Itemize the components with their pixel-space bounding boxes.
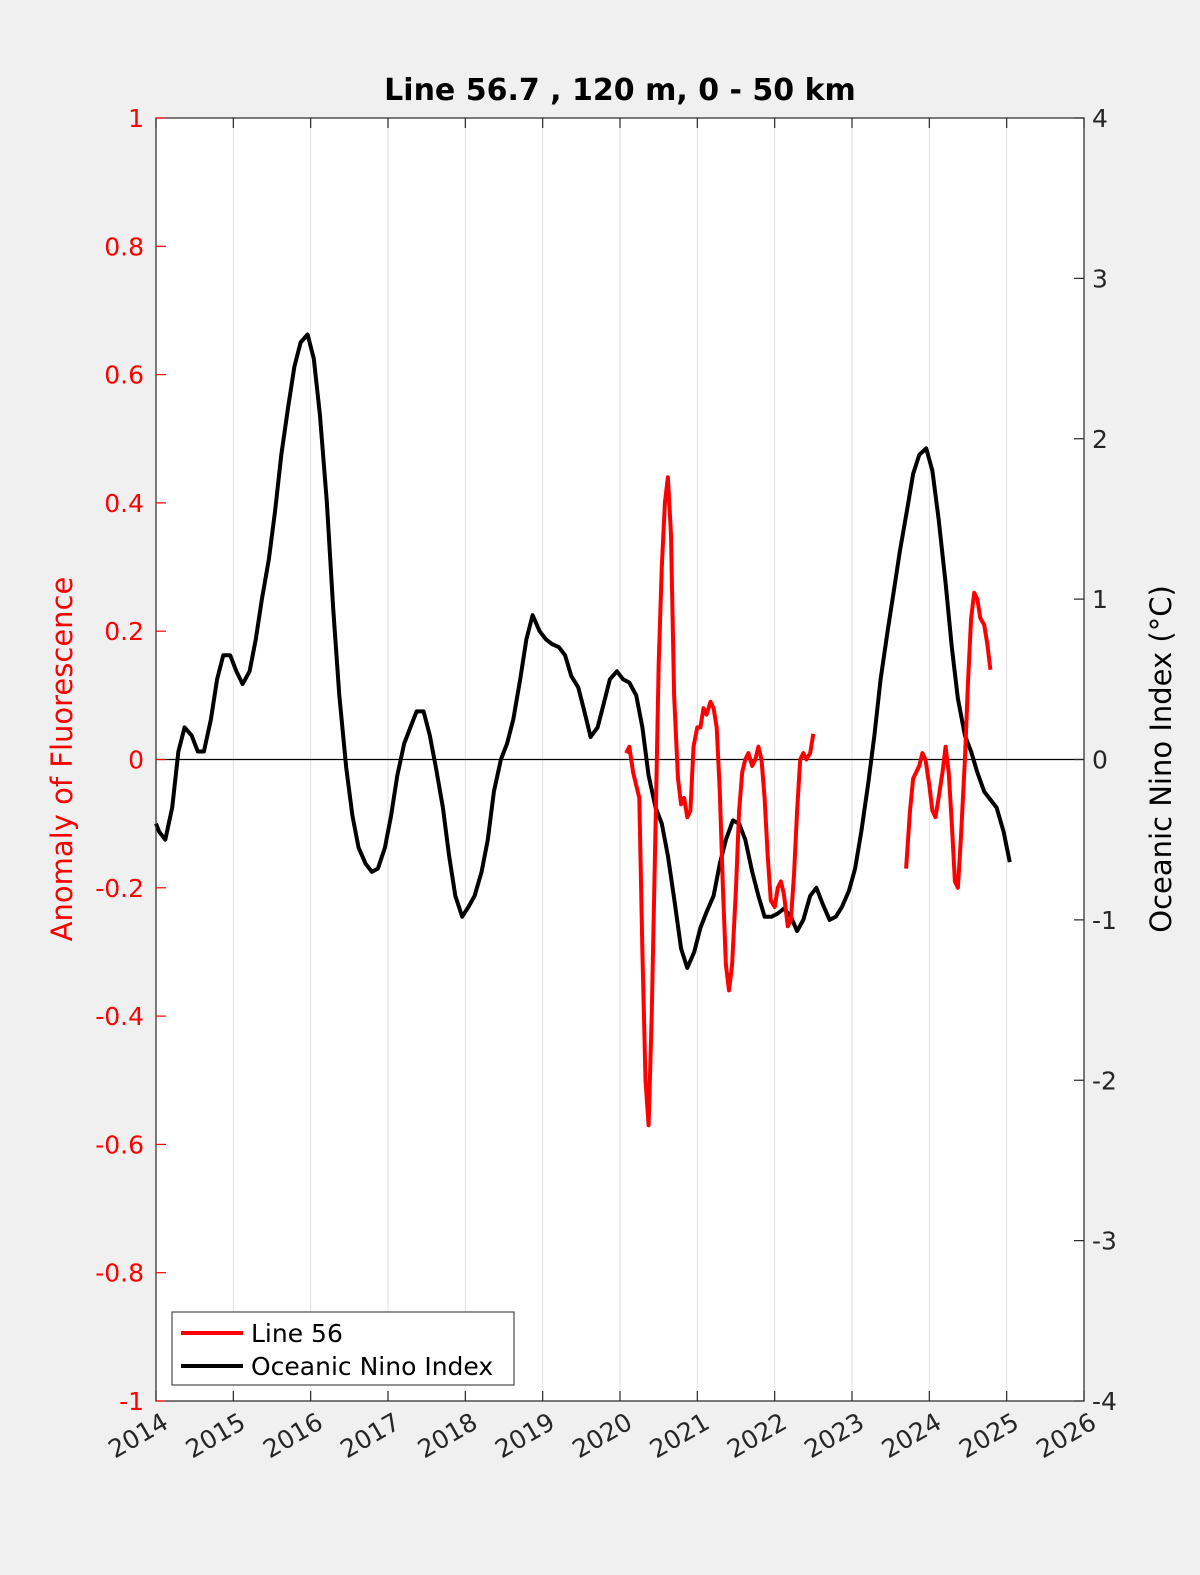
left-tick-label: 0.8 [104,232,144,261]
right-tick-label: 3 [1092,264,1108,293]
left-tick-label: -0.2 [95,874,144,903]
legend-oni-label: Oceanic Nino Index [251,1352,493,1381]
left-tick-label: -0.8 [95,1259,144,1288]
left-tick-label: -0.4 [95,1002,144,1031]
right-tick-label: 4 [1092,104,1108,133]
legend-box [171,1311,515,1386]
right-tick-label: -2 [1092,1066,1117,1095]
right-tick-label: -1 [1092,906,1117,935]
right-tick-label: 2 [1092,425,1108,454]
left-axis-label: Anomaly of Fluorescence [45,577,79,942]
left-tick-label: 1 [128,104,144,133]
left-tick-label: 0.6 [104,361,144,390]
left-tick-label: 0 [128,746,144,775]
axis-ticks [155,117,1085,1402]
legend-line56-label: Line 56 [251,1319,343,1348]
chart-title: Line 56.7 , 120 m, 0 - 50 km [384,73,856,108]
line56-series-segment-1 [904,590,993,890]
right-axis-label: Oceanic Nino Index (°C) [1144,585,1178,933]
right-tick-label: 0 [1092,746,1108,775]
legend: Line 56 Oceanic Nino Index [171,1311,515,1386]
left-tick-label: -0.6 [95,1130,144,1159]
left-tick-label: -1 [119,1387,144,1416]
right-tick-label: -3 [1092,1227,1117,1256]
series-lines [154,332,1012,1128]
left-tick-label: 0.2 [104,617,144,646]
oni-series-segment-0 [154,332,1012,970]
right-tick-label: -4 [1092,1387,1117,1416]
left-tick-labels: 1 0.8 0.6 0.4 0.2 0 -0.2 -0.4 -0.6 -0.8 -1 [95,104,144,1416]
line56-series-segment-0 [624,475,816,1128]
right-tick-label: 1 [1092,585,1108,614]
left-tick-label: 0.4 [104,489,144,518]
right-tick-labels: 4 3 2 1 0 -1 -2 -3 -4 [1092,104,1117,1416]
